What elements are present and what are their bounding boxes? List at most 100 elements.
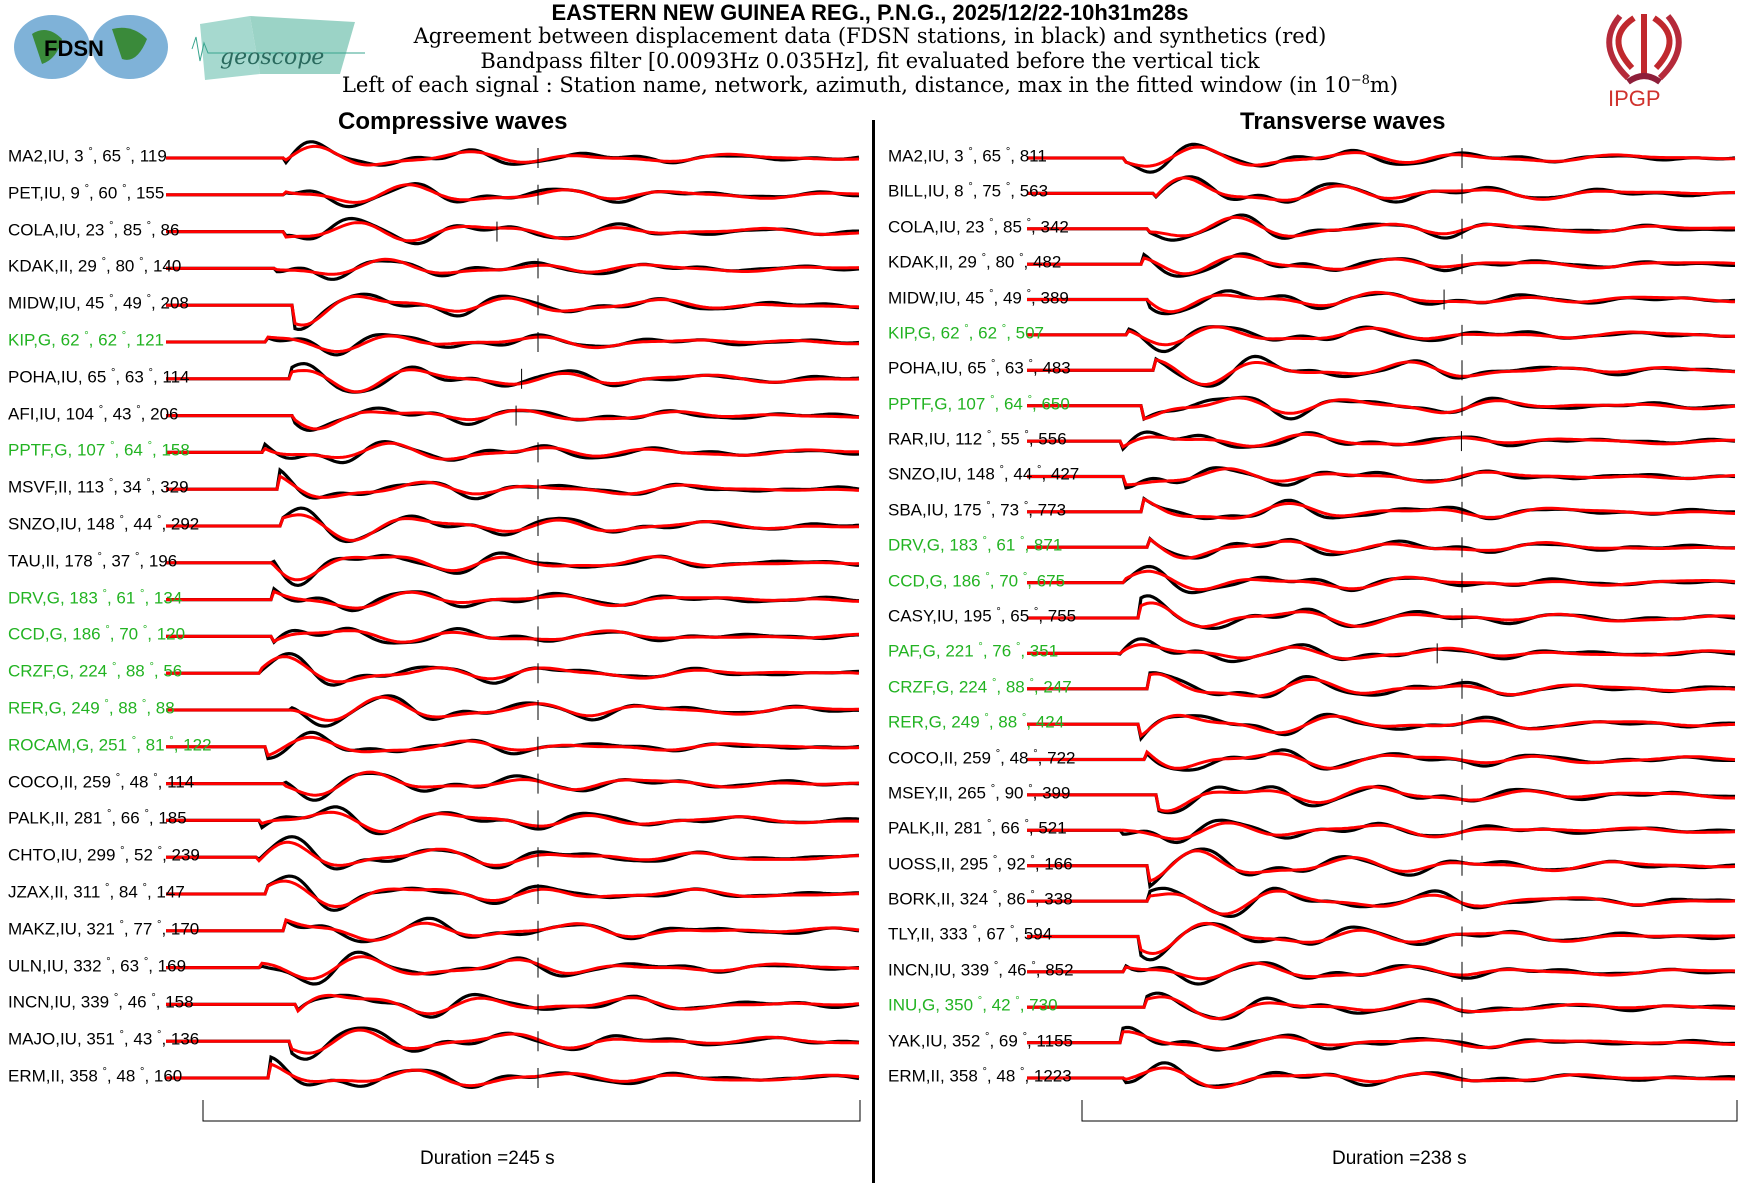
station-max: 136	[170, 1029, 200, 1049]
synthetic-trace	[1027, 176, 1736, 202]
station-name: ERM,II,	[8, 1066, 70, 1086]
data-trace	[1027, 1025, 1736, 1052]
station-max: 730	[1029, 995, 1058, 1015]
station-distance: 69	[998, 1031, 1018, 1051]
station-name: MAJO,IU,	[8, 1029, 87, 1049]
station-max: 56	[163, 661, 183, 681]
station-azimuth: 224	[958, 677, 988, 697]
station-name: RER,G,	[8, 698, 72, 718]
station-azimuth: 259	[962, 748, 991, 768]
station-azimuth: 281	[953, 818, 983, 838]
station-azimuth: 259	[82, 772, 111, 792]
station-max: 140	[152, 257, 182, 277]
station-distance: 44	[133, 514, 153, 534]
data-trace	[166, 651, 860, 687]
station-max: 483	[1042, 358, 1071, 378]
station-distance: 48	[996, 1066, 1016, 1086]
station-max: 507	[1015, 323, 1045, 343]
station-max: 169	[157, 956, 187, 976]
station-max: 424	[1035, 712, 1065, 732]
station-name: CASY,IU,	[888, 606, 964, 626]
station-max: 206	[150, 404, 179, 424]
station-distance: 62	[98, 330, 118, 350]
station-distance: 65	[102, 146, 122, 166]
station-label: BILL,IU, 8 °, 75 °, 563	[888, 181, 1049, 202]
station-distance: 60	[98, 183, 118, 203]
synthetic-trace	[166, 589, 860, 610]
station-azimuth: 178	[64, 551, 93, 571]
synthetic-trace	[166, 770, 860, 797]
synthetic-trace	[166, 441, 859, 461]
station-name: JZAX,II,	[8, 882, 74, 902]
station-azimuth: 183	[69, 588, 98, 608]
station-azimuth: 358	[69, 1066, 98, 1086]
station-name: MA2,IU,	[888, 146, 955, 166]
synthetic-trace	[1027, 396, 1736, 421]
station-max: 88	[155, 698, 175, 718]
station-max: 675	[1036, 571, 1066, 591]
station-label: SNZO,IU, 148 °, 44 °, 427	[888, 464, 1080, 485]
synthetic-trace	[1027, 961, 1736, 981]
station-name: MIDW,IU,	[888, 288, 966, 308]
synthetic-trace	[166, 1062, 860, 1088]
station-azimuth: 9	[70, 183, 80, 203]
station-max: 120	[156, 625, 186, 645]
station-max: 292	[170, 514, 200, 534]
synthetic-trace	[166, 221, 860, 243]
synthetic-trace	[1027, 497, 1736, 520]
station-max: 208	[160, 293, 189, 313]
station-azimuth: 332	[73, 956, 102, 976]
svg-text:IPGP: IPGP	[1608, 86, 1661, 110]
station-max: 521	[1038, 818, 1067, 838]
station-name: KDAK,II,	[8, 257, 78, 277]
station-azimuth: 62	[940, 323, 960, 343]
station-name: TLY,II,	[888, 925, 940, 945]
station-distance: 70	[119, 625, 139, 645]
station-label: KDAK,II, 29 °, 80 °, 482	[888, 252, 1062, 272]
station-distance: 67	[986, 925, 1006, 945]
station-max: 155	[135, 183, 165, 203]
station-azimuth: 23	[965, 217, 985, 237]
station-azimuth: 186	[952, 571, 981, 591]
station-max: 399	[1042, 783, 1071, 803]
data-trace	[1027, 496, 1735, 521]
station-azimuth: 195	[963, 606, 992, 626]
station-name: COLA,IU,	[8, 220, 86, 240]
station-max: 239	[171, 845, 200, 865]
station-label: TLY,II, 333 °, 67 °, 594	[888, 924, 1053, 945]
synthetic-trace	[1027, 643, 1736, 661]
station-label: KIP,G, 62 °, 62 °, 507	[888, 322, 1045, 343]
station-label: PET,IU, 9 °, 60 °, 155	[8, 182, 165, 203]
station-max: 755	[1047, 606, 1077, 626]
synthetic-trace	[166, 1028, 859, 1055]
station-distance: 48	[1009, 748, 1029, 768]
station-azimuth: 224	[78, 661, 108, 681]
station-max: 563	[1019, 182, 1049, 202]
station-azimuth: 29	[77, 257, 97, 277]
data-trace	[166, 626, 859, 645]
station-name: COCO,II,	[8, 772, 83, 792]
station-label: ROCAM,G, 251 °, 81 °, 122	[8, 734, 212, 755]
station-label: RAR,IU, 112 °, 55 °, 556	[888, 429, 1067, 449]
station-name: CCD,G,	[8, 625, 73, 645]
station-distance: 92	[1006, 854, 1026, 874]
station-name: KIP,G,	[8, 330, 61, 350]
synthetic-trace	[166, 513, 859, 542]
synthetic-trace	[166, 294, 860, 327]
station-name: PPTF,G,	[888, 394, 957, 414]
station-distance: 88	[125, 661, 145, 681]
duration-bracket	[1081, 1100, 1738, 1122]
station-name: CRZF,G,	[888, 677, 959, 697]
station-distance: 65	[1010, 606, 1030, 626]
subtitle-agreement: Agreement between displacement data (FDS…	[413, 24, 1327, 48]
compressive-title: Compressive waves	[338, 108, 568, 135]
station-label: CCD,G, 186 °, 70 °, 120	[8, 624, 186, 645]
ipgp-logo: IPGP	[1598, 6, 1690, 110]
station-distance: 62	[978, 323, 998, 343]
station-name: PALK,II,	[888, 818, 954, 838]
station-azimuth: 107	[956, 394, 986, 414]
synthetic-trace	[1027, 145, 1735, 168]
station-distance: 90	[1004, 783, 1024, 803]
synthetic-trace	[1027, 921, 1736, 956]
